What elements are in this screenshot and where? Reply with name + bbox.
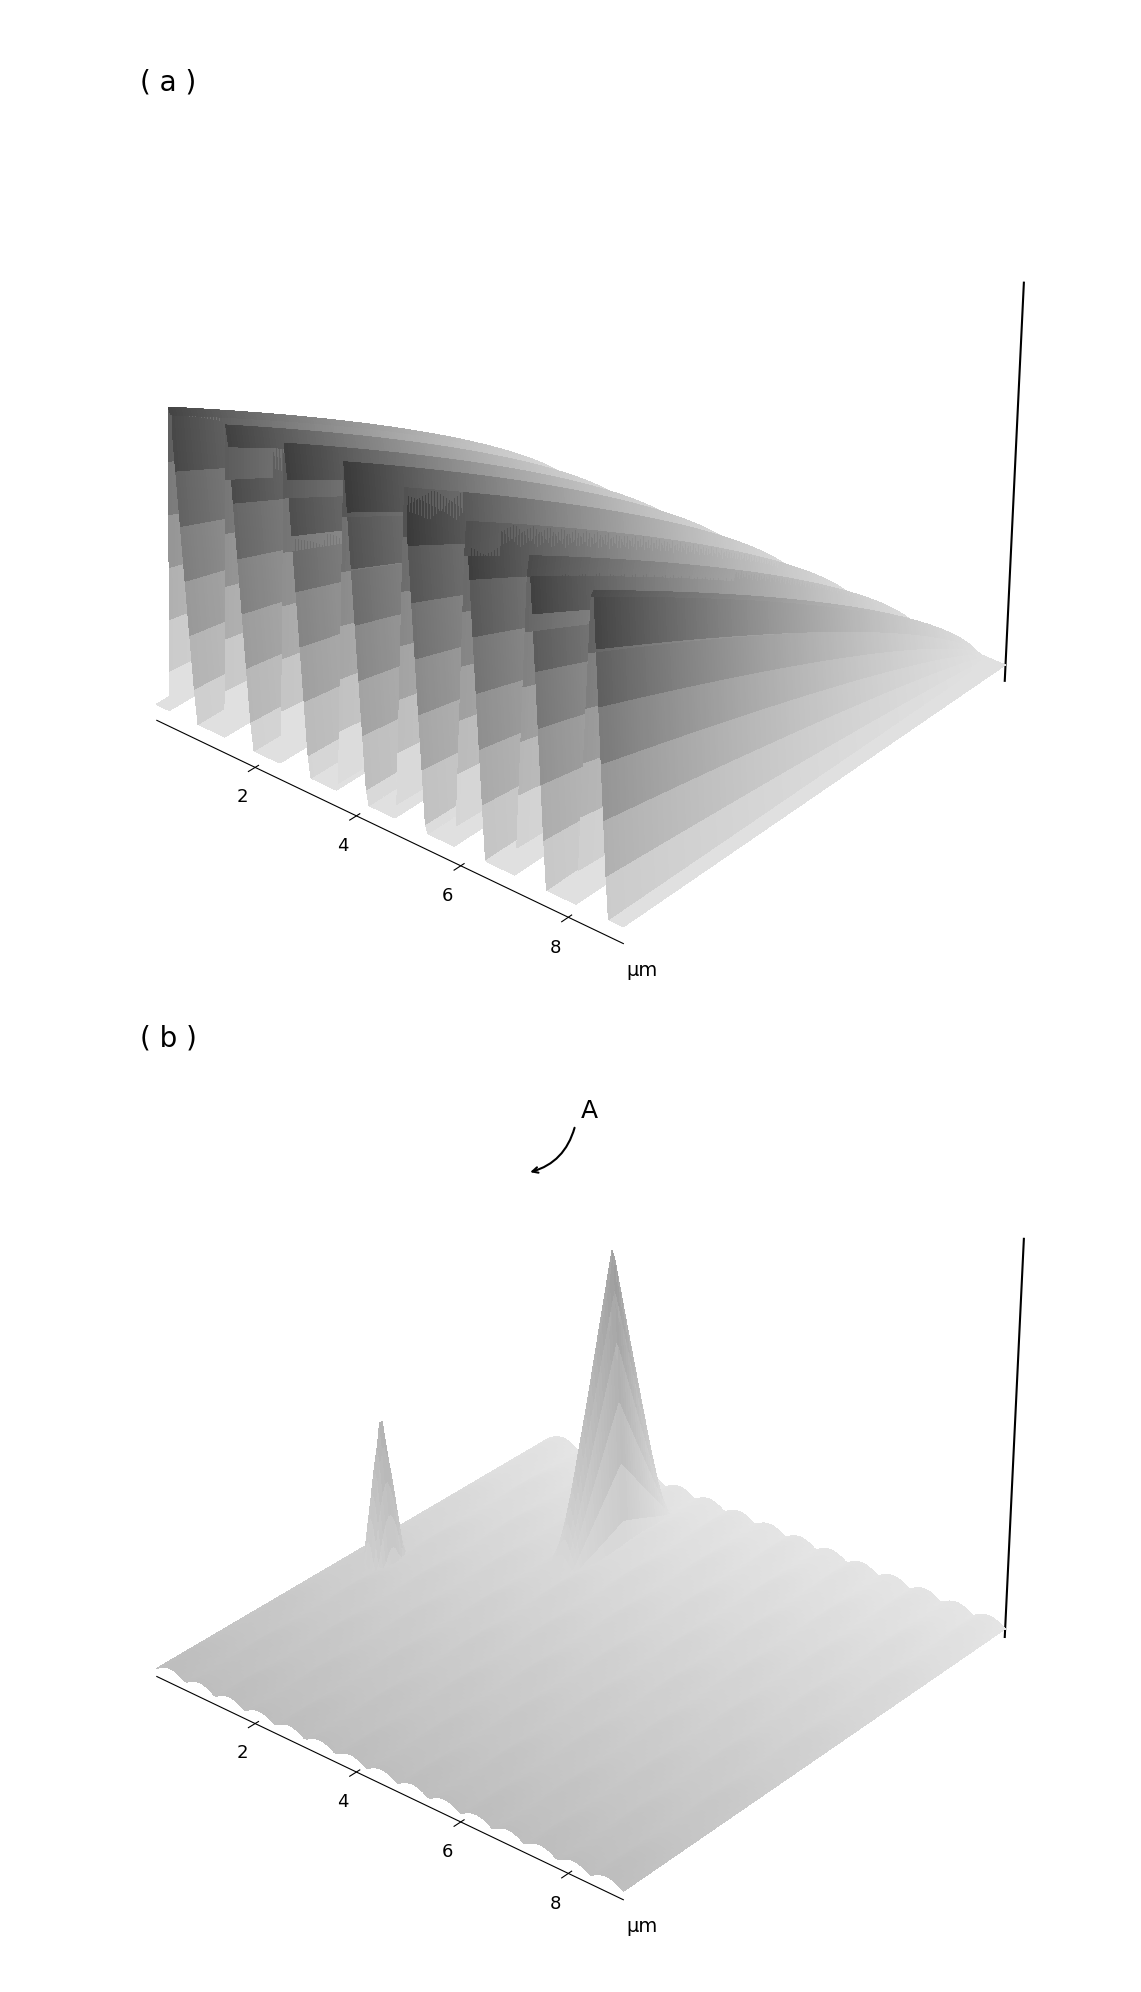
Text: ( b ): ( b ) bbox=[140, 1024, 197, 1052]
Text: ( a ): ( a ) bbox=[140, 68, 196, 96]
Text: A: A bbox=[581, 1100, 598, 1123]
